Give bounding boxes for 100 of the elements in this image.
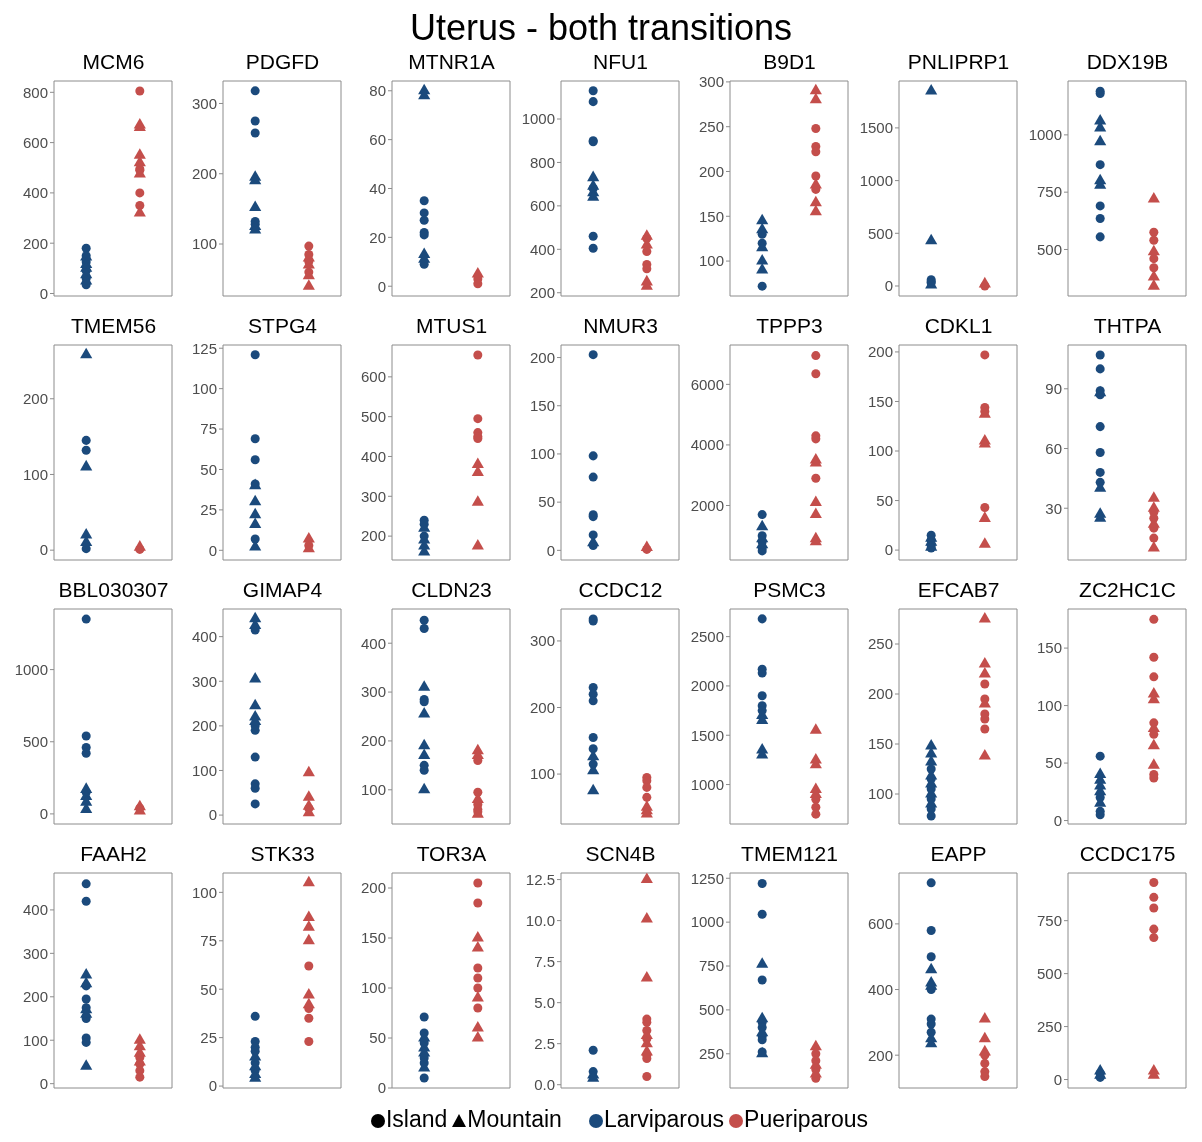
y-tick-label: 200 bbox=[22, 988, 48, 1006]
y-tick-label: 100 bbox=[22, 1031, 48, 1049]
y-tick-label: 200 bbox=[360, 879, 386, 897]
chart-title: SCN4B bbox=[584, 841, 657, 867]
chart-title: MCM6 bbox=[81, 49, 146, 75]
y-tick-label: 200 bbox=[529, 698, 555, 716]
y-tick-label: 4000 bbox=[690, 436, 724, 454]
chart-title: FAAH2 bbox=[79, 841, 148, 867]
y-tick-label: 0 bbox=[377, 1079, 386, 1097]
y-tick-label: 200 bbox=[529, 348, 555, 366]
y-tick-label: 1000 bbox=[521, 110, 555, 128]
y-tick-label: 150 bbox=[1036, 639, 1062, 657]
y-tick-label: 250 bbox=[1036, 1017, 1062, 1035]
y-tick-label: 2500 bbox=[690, 627, 724, 645]
y-tick-label: 500 bbox=[1036, 240, 1062, 258]
y-tick-label: 150 bbox=[867, 735, 893, 753]
y-tick-label: 200 bbox=[867, 685, 893, 703]
y-tick-label: 400 bbox=[360, 634, 386, 652]
y-tick-label: 750 bbox=[698, 957, 724, 975]
y-tick-label: 125 bbox=[191, 339, 217, 357]
y-tick-label: 25 bbox=[200, 501, 217, 519]
y-tick-label: 600 bbox=[867, 915, 893, 933]
y-tick-label: 250 bbox=[698, 1045, 724, 1063]
y-tick-label: 1000 bbox=[690, 913, 724, 931]
y-tick-label: 100 bbox=[529, 765, 555, 783]
y-tick-label: 100 bbox=[698, 252, 724, 270]
chart-title: PDGFD bbox=[244, 49, 321, 75]
y-tick-label: 0 bbox=[208, 541, 217, 559]
y-tick-label: 300 bbox=[360, 683, 386, 701]
y-tick-label: 300 bbox=[529, 632, 555, 650]
y-tick-label: 600 bbox=[529, 197, 555, 215]
y-tick-label: 1500 bbox=[690, 726, 724, 744]
chart-title: CLDN23 bbox=[410, 577, 493, 603]
y-tick-label: 200 bbox=[191, 165, 217, 183]
y-tick-label: 150 bbox=[360, 929, 386, 947]
chart-title: EAPP bbox=[929, 841, 988, 867]
y-tick-label: 100 bbox=[360, 781, 386, 799]
y-tick-label: 200 bbox=[698, 162, 724, 180]
chart-title: TMEM121 bbox=[740, 841, 839, 867]
y-tick-label: 50 bbox=[876, 491, 893, 509]
y-tick-label: 60 bbox=[369, 130, 386, 148]
y-tick-label: 50 bbox=[1045, 754, 1062, 772]
y-tick-label: 400 bbox=[191, 627, 217, 645]
y-tick-label: 600 bbox=[360, 368, 386, 386]
y-tick-label: 200 bbox=[529, 284, 555, 302]
y-tick-label: 500 bbox=[867, 224, 893, 242]
y-tick-label: 20 bbox=[369, 228, 386, 246]
y-tick-label: 150 bbox=[698, 207, 724, 225]
y-tick-label: 0 bbox=[884, 541, 893, 559]
y-tick-label: 5.0 bbox=[534, 993, 555, 1011]
y-tick-label: 1000 bbox=[1028, 126, 1062, 144]
chart-title: NFU1 bbox=[592, 49, 649, 75]
chart-title: MTNR1A bbox=[407, 49, 496, 75]
y-tick-label: 0 bbox=[1053, 1070, 1062, 1088]
chart-title: PNLIPRP1 bbox=[906, 49, 1011, 75]
chart-title: ZC2HC1C bbox=[1078, 577, 1177, 603]
y-tick-label: 100 bbox=[191, 379, 217, 397]
y-tick-label: 2000 bbox=[690, 496, 724, 514]
y-tick-label: 1000 bbox=[690, 775, 724, 793]
chart-title: PSMC3 bbox=[752, 577, 827, 603]
y-tick-label: 150 bbox=[867, 392, 893, 410]
y-tick-label: 200 bbox=[360, 732, 386, 750]
y-tick-label: 10.0 bbox=[525, 911, 555, 929]
y-tick-label: 200 bbox=[22, 390, 48, 408]
y-tick-label: 0 bbox=[39, 805, 48, 823]
y-tick-label: 1250 bbox=[690, 869, 724, 887]
chart-title: GIMAP4 bbox=[241, 577, 324, 603]
y-tick-label: 0 bbox=[377, 277, 386, 295]
y-tick-label: 75 bbox=[200, 420, 217, 438]
chart-title: TOR3A bbox=[415, 841, 488, 867]
chart-title: EFCAB7 bbox=[916, 577, 1001, 603]
y-tick-label: 200 bbox=[867, 1046, 893, 1064]
chart-title: TPPP3 bbox=[755, 313, 824, 339]
y-tick-label: 300 bbox=[191, 94, 217, 112]
y-tick-label: 0 bbox=[39, 541, 48, 559]
y-tick-label: 100 bbox=[529, 445, 555, 463]
y-tick-label: 500 bbox=[1036, 964, 1062, 982]
y-tick-label: 6000 bbox=[690, 375, 724, 393]
y-tick-label: 500 bbox=[360, 407, 386, 425]
y-tick-label: 100 bbox=[867, 442, 893, 460]
y-tick-label: 300 bbox=[22, 944, 48, 962]
y-tick-label: 50 bbox=[369, 1029, 386, 1047]
y-tick-label: 750 bbox=[1036, 911, 1062, 929]
y-tick-label: 0 bbox=[884, 277, 893, 295]
y-tick-label: 0 bbox=[1053, 811, 1062, 829]
y-tick-label: 0 bbox=[546, 541, 555, 559]
y-tick-label: 200 bbox=[22, 234, 48, 252]
y-tick-label: 50 bbox=[538, 493, 555, 511]
y-tick-label: 40 bbox=[369, 179, 386, 197]
y-tick-label: 400 bbox=[867, 980, 893, 998]
y-tick-label: 100 bbox=[360, 979, 386, 997]
chart-title: B9D1 bbox=[762, 49, 817, 75]
y-tick-label: 25 bbox=[200, 1028, 217, 1046]
chart-title: CCDC12 bbox=[577, 577, 664, 603]
legend-label: Island bbox=[385, 1106, 448, 1132]
y-tick-label: 100 bbox=[191, 761, 217, 779]
y-tick-label: 400 bbox=[529, 240, 555, 258]
y-tick-label: 800 bbox=[529, 153, 555, 171]
chart-title: TMEM56 bbox=[69, 313, 158, 339]
chart-title: STPG4 bbox=[247, 313, 318, 339]
